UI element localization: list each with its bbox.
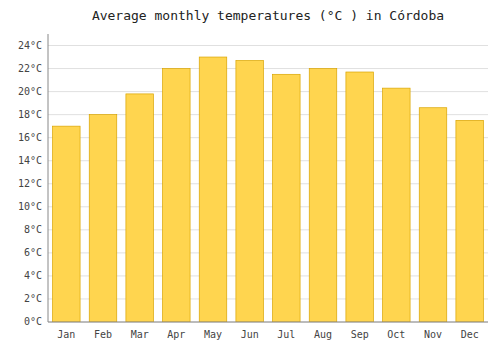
y-tick-label: 12°C: [18, 178, 42, 189]
bar: [236, 60, 264, 322]
bar: [273, 74, 301, 322]
x-tick-label: Mar: [131, 329, 149, 340]
x-tick-label: Sep: [351, 329, 369, 340]
y-tick-label: 20°C: [18, 86, 42, 97]
x-tick-label: Nov: [424, 329, 442, 340]
y-tick-label: 14°C: [18, 155, 42, 166]
y-tick-label: 2°C: [24, 293, 42, 304]
bar: [456, 120, 484, 322]
y-tick-label: 10°C: [18, 201, 42, 212]
x-tick-label: Jan: [57, 329, 75, 340]
y-axis-line: [48, 34, 49, 322]
bars: [53, 57, 484, 322]
y-tick-label: 8°C: [24, 224, 42, 235]
x-tick-label: Apr: [167, 329, 185, 340]
x-tick-label: May: [204, 329, 222, 340]
x-tick-label: Oct: [387, 329, 405, 340]
x-axis-line: [48, 322, 488, 323]
bar: [419, 108, 447, 322]
chart: Average monthly temperatures (°C ) in Có…: [0, 0, 500, 350]
bar: [199, 57, 227, 322]
bar: [126, 94, 153, 322]
x-tick-label: Jun: [241, 329, 259, 340]
grid-line: [48, 322, 488, 323]
grid-line: [48, 91, 488, 92]
bar: [53, 126, 80, 322]
bar: [383, 88, 411, 322]
x-tick-label: Aug: [314, 329, 332, 340]
bar: [309, 69, 337, 322]
bar: [89, 115, 117, 322]
title: Average monthly temperatures (°C ) in Có…: [92, 8, 444, 23]
bar: [346, 72, 374, 322]
y-tick-label: 0°C: [24, 316, 42, 327]
grid-line: [48, 68, 488, 69]
x-tick-label: Dec: [461, 329, 479, 340]
x-tick-label: Jul: [277, 329, 295, 340]
y-tick-label: 18°C: [18, 109, 42, 120]
y-tick-label: 16°C: [18, 132, 42, 143]
bar: [163, 69, 191, 322]
y-tick-label: 4°C: [24, 270, 42, 281]
y-tick-label: 24°C: [18, 40, 42, 51]
y-tick-label: 22°C: [18, 63, 42, 74]
grid: [48, 46, 488, 322]
grid-line: [48, 45, 488, 46]
x-tick-label: Feb: [94, 329, 112, 340]
y-tick-label: 6°C: [24, 247, 42, 258]
